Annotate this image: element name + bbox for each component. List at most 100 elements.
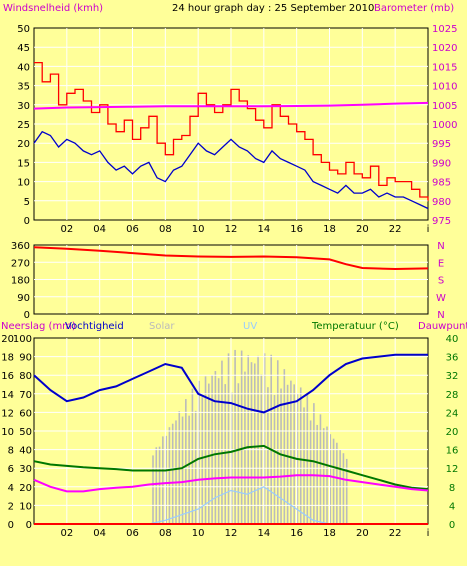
left-tick-label: 0: [24, 216, 30, 227]
solar-bar: [158, 446, 161, 524]
solar-bar: [152, 455, 154, 524]
solar-bar: [345, 458, 348, 524]
solar-bar: [191, 388, 194, 524]
x-tick-label: 04: [93, 224, 106, 235]
solar-bar: [208, 383, 210, 524]
left-tick-label: 45: [17, 43, 30, 54]
series-humidity: [33, 353, 428, 414]
humidity-tick-label: 60: [19, 408, 32, 419]
x-tick-label: 22: [389, 528, 402, 539]
left-tick-label: 4: [8, 483, 14, 494]
x-tick-label: 20: [356, 224, 369, 235]
barometer-axis-title: Barometer (mb): [374, 3, 454, 14]
left-tick-label: 20: [17, 139, 30, 150]
series-gust: [34, 61, 429, 201]
right-tick-label: 0: [449, 520, 455, 531]
x-tick-label: 06: [126, 224, 139, 235]
x-tick-label: 18: [323, 224, 336, 235]
right-tick-label: 1000: [432, 120, 457, 131]
x-tick-label: 02: [60, 224, 73, 235]
x-tick-label: 12: [225, 528, 238, 539]
left-tick-label: 8: [8, 446, 14, 457]
humidity-tick-label: 30: [19, 464, 32, 475]
left-tick-label: 0: [8, 520, 14, 531]
solar-bar: [336, 442, 338, 524]
x-tick-label: 06: [126, 528, 139, 539]
right-tick-label: 990: [432, 158, 451, 169]
x-tick-label: 16: [290, 528, 303, 539]
left-tick-label: 12: [1, 408, 14, 419]
solar-bar: [342, 453, 345, 524]
solar-bar: [221, 360, 223, 524]
right-tick-label: 980: [432, 197, 451, 208]
solar-bar: [188, 415, 190, 524]
left-tick-label: 360: [11, 241, 30, 252]
solar-bar: [250, 362, 253, 524]
solar-bar: [299, 387, 302, 524]
humidity-tick-label: 80: [19, 371, 32, 382]
right-tick-label: 995: [432, 139, 451, 150]
right-tick-label: 1020: [432, 43, 457, 54]
x-tick-label: 08: [159, 224, 172, 235]
left-tick-label: 40: [17, 62, 30, 73]
left-tick-label: 35: [17, 82, 30, 93]
solar-bar: [309, 420, 312, 524]
solar-bar: [329, 434, 332, 524]
solar-bar: [332, 438, 335, 524]
solar-label: Solar: [149, 321, 175, 332]
solar-bar: [171, 423, 174, 524]
solar-bar: [276, 360, 279, 524]
right-tick-label: 1015: [432, 62, 457, 73]
humidity-tick-label: 20: [19, 483, 32, 494]
solar-bar: [198, 380, 200, 524]
left-tick-label: 0: [24, 310, 30, 321]
humidity-tick-label: 70: [19, 390, 32, 401]
left-tick-label: 20: [1, 334, 14, 345]
series-dewpoint: [33, 474, 429, 493]
chart-title: 24 hour graph day : 25 September 2010: [172, 3, 374, 14]
left-tick-label: 2: [8, 501, 14, 512]
left-tick-label: 25: [17, 120, 30, 131]
solar-bar: [280, 388, 282, 524]
dewpoint-label: Dauwpunt: [418, 321, 467, 332]
solar-bar: [267, 387, 269, 524]
humidity-tick-label: 100: [13, 334, 32, 345]
humidity-tick-label: 40: [19, 446, 32, 457]
solar-bar: [231, 392, 233, 524]
humidity-tick-label: 90: [19, 353, 32, 364]
solar-bar: [162, 436, 164, 524]
left-tick-label: 16: [1, 371, 14, 382]
right-tick-label: N: [437, 310, 444, 321]
right-tick-label: 1005: [432, 101, 457, 112]
right-tick-label: 4: [449, 501, 455, 512]
solar-bar: [257, 355, 259, 524]
solar-bar: [303, 407, 305, 524]
left-tick-label: 14: [1, 390, 14, 401]
x-tick-label: 08: [159, 528, 172, 539]
left-tick-label: 15: [17, 158, 30, 169]
solar-bar: [214, 371, 217, 524]
x-tick-label: 16: [290, 224, 303, 235]
right-tick-label: 28: [446, 390, 459, 401]
series-wind: [33, 130, 429, 210]
rain-axis-title: Neerslag (mm): [1, 321, 76, 332]
series-barometer: [33, 101, 429, 110]
temperature-axis-title: Temperatuur (°C): [311, 321, 399, 332]
solar-bar: [201, 397, 204, 524]
x-tick-label: 22: [389, 224, 402, 235]
right-tick-label: 1025: [432, 24, 457, 35]
right-tick-label: 975: [432, 216, 451, 227]
solar-bar: [194, 410, 197, 524]
x-tick-label: 02: [60, 528, 73, 539]
solar-bar: [165, 435, 167, 524]
right-tick-label: E: [438, 258, 444, 269]
left-tick-label: 10: [1, 427, 14, 438]
series-uv: [148, 486, 330, 525]
solar-bar: [168, 427, 171, 524]
x-tick-label: i: [427, 224, 430, 235]
x-tick-label: 20: [356, 528, 369, 539]
uv-label: UV: [243, 321, 257, 332]
solar-bar: [175, 420, 177, 524]
left-tick-label: 6: [8, 464, 14, 475]
series-temperature: [33, 444, 429, 491]
